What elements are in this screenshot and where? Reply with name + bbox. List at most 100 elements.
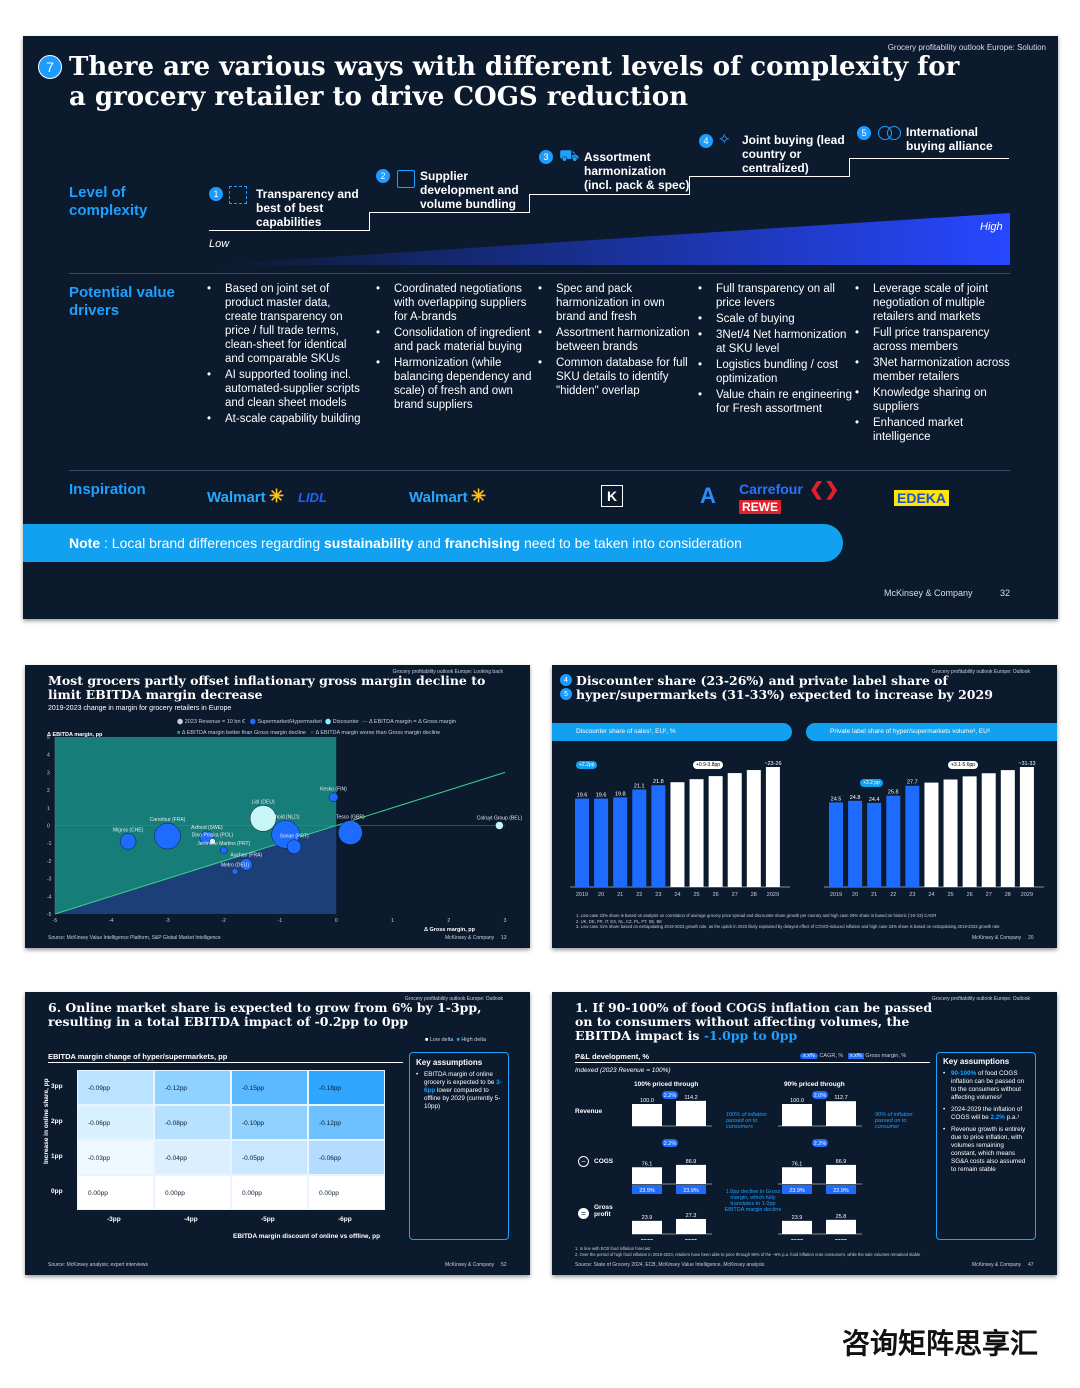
data-point — [249, 805, 277, 832]
bar — [829, 802, 843, 887]
title-text: 1. If 90-100% of food COGS inflation can… — [575, 1000, 933, 1043]
cagr-badge — [812, 1139, 828, 1147]
driver-item: Full price transparency across members — [853, 326, 1011, 354]
cart-icon: ⛟ — [559, 148, 580, 165]
note-prefix: Note — [69, 535, 101, 551]
minus-icon: − — [578, 1156, 589, 1167]
cagr-label: 2.2% — [814, 1141, 827, 1147]
source: Source: State of Grocery 2024, ECB, McKi… — [575, 1262, 765, 1268]
note-emphasis: franchising — [444, 535, 521, 551]
bar — [594, 798, 609, 887]
driver-item: Enhanced market intelligence — [853, 416, 1011, 444]
bar-value-label: 19.6 — [596, 793, 607, 799]
carrefour-logo: Carrefour — [739, 481, 803, 497]
spark-icon: ✳ — [269, 486, 285, 506]
footer: McKinsey & Company — [445, 1262, 495, 1268]
data-point — [231, 868, 239, 875]
assumption-text: p.a.¹ — [1004, 1114, 1020, 1121]
bar — [575, 798, 589, 887]
heat-cell: -0.06pp — [77, 1105, 154, 1140]
driver-item: AI supported tooling incl. automated-sup… — [205, 368, 365, 410]
pl-value-label: 112.7 — [834, 1095, 847, 1101]
x-tick-label: 2029 — [767, 892, 779, 898]
year-label: 2023 — [791, 1239, 803, 1240]
legend-item: Low delta — [429, 1037, 454, 1043]
x-tick-label: 1 — [391, 918, 394, 924]
rewe-logo: REWE — [739, 500, 781, 514]
page-number: 20 — [1028, 935, 1034, 941]
x-tick-label: 21 — [871, 892, 877, 898]
scatter-chart: Δ EBITDA margin, ppΔ Gross margin, pp-5-… — [47, 732, 522, 933]
gm-badge — [632, 1185, 662, 1194]
heat-cell: -0.04pp — [154, 1140, 231, 1175]
driver-item: Full transparency on all price levers — [696, 282, 854, 310]
discounter-bar-chart: 19.6 2019 19.6 20 19.8 21 21.1 22 21.8 23 24 25 26 27… — [570, 761, 790, 898]
gm-badge — [782, 1185, 812, 1194]
point-label: Carrefour (FRA) — [150, 817, 186, 823]
x-tick-label: 23 — [655, 892, 661, 898]
bar-value-label: 21.8 — [653, 779, 664, 785]
driver-item: Logistics bundling / cost optimization — [696, 358, 854, 386]
driver-item: Spec and pack harmonization in own brand… — [536, 282, 694, 324]
gm-label: 23.9% — [789, 1188, 805, 1194]
bar-value-label: 19.6 — [577, 793, 588, 799]
step-number: 5 — [857, 126, 871, 140]
driver-column-3: Spec and pack harmonization in own brand… — [536, 282, 694, 400]
driver-item: Scale of buying — [696, 312, 854, 326]
heat-cell: -0.05pp — [231, 1140, 308, 1175]
bar-value-label: 24.5 — [831, 796, 842, 802]
year-label: 2029 — [835, 1239, 847, 1240]
pl-bar — [632, 1104, 662, 1126]
edeka-logo: EDEKA — [894, 490, 950, 506]
assumption-item: • EBITDA margin of online grocery is expe… — [416, 1071, 502, 1110]
pl-value-label: 76.1 — [642, 1161, 653, 1167]
footnote: 1. In line with ECB food inflation forec… — [575, 1246, 651, 1251]
annotation: 1.0pp decline in Gross margin, which ful… — [724, 1189, 782, 1213]
heatmap-grid: 3pp -0.09pp -0.12pp -0.15pp -0.18pp 2pp -0.06p… — [51, 1070, 401, 1223]
complexity-gradient-wedge — [207, 213, 1010, 265]
y-tick-label: -1 — [47, 841, 52, 847]
bar — [962, 776, 977, 887]
slide-subtitle: 2019-2023 change in margin for grocery r… — [48, 705, 232, 712]
page-number: 52 — [501, 1262, 507, 1268]
assumption-text: Revenue growth is entirely due to price … — [951, 1126, 1026, 1173]
column-header-1: 100% priced through — [634, 1081, 699, 1088]
point-label: Dino Polska (POL) — [192, 832, 234, 838]
bar — [886, 795, 901, 887]
title-highlight: -1.0pp to 0pp — [703, 1028, 798, 1043]
cagr-badge — [812, 1091, 828, 1099]
high-label: High — [980, 221, 1003, 233]
y-tick-label: 1 — [47, 806, 50, 812]
page-title: There are various ways with different le… — [69, 52, 960, 112]
assumption-text: 2024-2029 the inflation of COGS will be — [951, 1106, 1023, 1121]
row-label-gross-profit: Gross profit — [594, 1204, 613, 1218]
footer: McKinsey & Company — [972, 1262, 1022, 1268]
pl-value-label: 100.0 — [790, 1098, 804, 1104]
pl-value-label: 23.9 — [792, 1215, 803, 1221]
driver-item: Coordinated negotiations with overlappin… — [374, 282, 536, 324]
pl-value-label: 114.2 — [684, 1095, 697, 1101]
year-label: 2029 — [685, 1239, 697, 1240]
pl-value-label: 27.3 — [686, 1213, 697, 1219]
gm-badge — [826, 1185, 856, 1194]
bar — [613, 797, 628, 887]
bar — [746, 770, 761, 887]
footer: McKinsey & Company — [972, 935, 1022, 941]
y-axis-label: Increase in online share, pp — [43, 1078, 50, 1164]
bar-value-label: 21.1 — [634, 784, 645, 790]
x-tick-label: -1 — [278, 918, 283, 924]
point-label: Migros (CHE) — [113, 827, 144, 833]
y-tick-label: -3 — [47, 877, 52, 883]
x-tick-label: 2 — [447, 918, 450, 924]
bars-slide: Grocery profitability outlook Europe: Ou… — [552, 665, 1057, 948]
footnotes: 1. In line with ECB food inflation forec… — [575, 1246, 920, 1257]
driver-item: At-scale capability building — [205, 412, 365, 426]
legend-item: 2023 Revenue = 10 bn € — [184, 719, 246, 725]
pl-bar — [676, 1100, 706, 1126]
slide-number-badge: 7 — [38, 55, 62, 79]
note-text: : Local brand differences regarding — [100, 535, 325, 551]
transparency-icon — [229, 186, 247, 204]
slide-title: Most grocers partly offset inflationary … — [48, 673, 486, 702]
x-tick-label: 24 — [928, 892, 934, 898]
cagr-badge — [662, 1139, 678, 1147]
